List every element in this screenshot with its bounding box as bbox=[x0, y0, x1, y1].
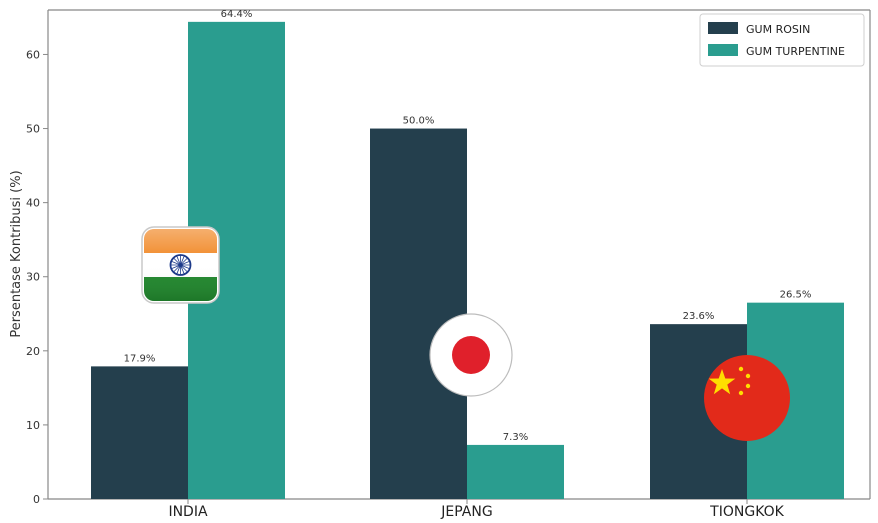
data-label-india-gum-rosin: 17.9% bbox=[124, 353, 156, 364]
y-tick-label: 50 bbox=[26, 123, 40, 136]
data-label-jepang-gum-turpentine: 7.3% bbox=[503, 432, 528, 443]
x-tick-label-tiongkok: TIONGKOK bbox=[709, 504, 784, 519]
x-tick-label-jepang: JEPANG bbox=[440, 504, 492, 519]
india-flag-icon bbox=[141, 226, 220, 304]
legend-label-gum-turpentine: GUM TURPENTINE bbox=[746, 45, 845, 58]
bar-india-gum-rosin bbox=[91, 366, 188, 499]
data-label-jepang-gum-rosin: 50.0% bbox=[403, 116, 435, 127]
legend-box bbox=[699, 13, 865, 67]
y-tick-label: 30 bbox=[26, 271, 40, 284]
japan-flag-icon bbox=[429, 313, 513, 397]
bar-labels: 17.9% 64.4% 50.0% 7.3% 23.6% 26.5% bbox=[124, 9, 812, 443]
y-axis-label: Persentase Kontribusi (%) bbox=[9, 170, 24, 337]
data-label-india-gum-turpentine: 64.4% bbox=[221, 9, 253, 20]
legend-swatch-gum-rosin bbox=[708, 22, 738, 34]
legend-swatch-gum-turpentine bbox=[708, 44, 738, 56]
y-tick-label: 60 bbox=[26, 48, 40, 61]
data-label-tiongkok-gum-turpentine: 26.5% bbox=[780, 290, 812, 301]
flags bbox=[141, 226, 790, 441]
y-tick-label: 20 bbox=[26, 345, 40, 358]
legend: GUM ROSIN GUM TURPENTINE bbox=[699, 13, 865, 67]
bar-jepang-gum-turpentine bbox=[467, 444, 564, 499]
china-flag-icon bbox=[704, 355, 790, 441]
y-tick-label: 40 bbox=[26, 197, 40, 210]
bar-jepang-gum-rosin bbox=[370, 128, 467, 499]
data-label-tiongkok-gum-rosin: 23.6% bbox=[683, 311, 715, 322]
y-tick-label: 10 bbox=[26, 419, 40, 432]
y-ticks: 0 10 20 30 40 50 60 bbox=[26, 48, 48, 506]
bars bbox=[91, 21, 844, 499]
y-tick-label: 0 bbox=[33, 493, 40, 506]
x-tick-label-india: INDIA bbox=[168, 504, 208, 519]
x-ticks: INDIA JEPANG TIONGKOK bbox=[168, 499, 785, 520]
legend-label-gum-rosin: GUM ROSIN bbox=[746, 23, 810, 36]
